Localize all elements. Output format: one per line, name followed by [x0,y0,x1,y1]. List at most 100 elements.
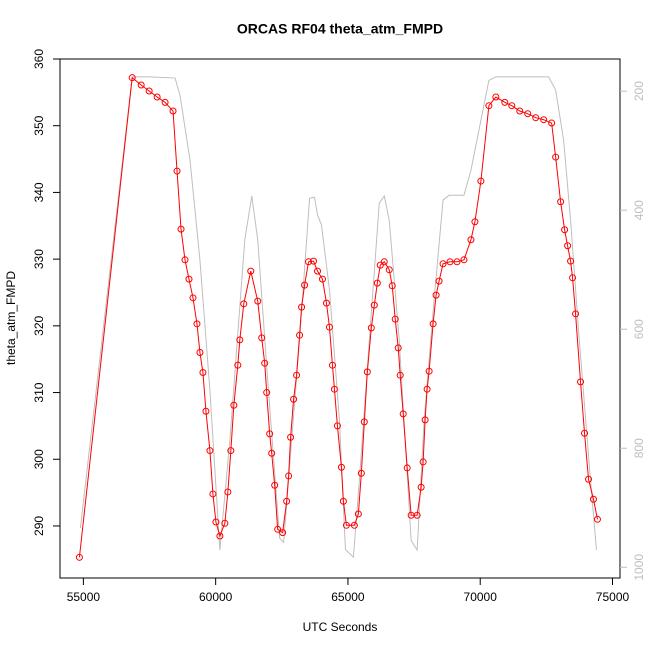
y-tick-label: 330 [32,249,46,269]
data-point [301,281,309,289]
data-point [373,279,381,287]
data-point [287,433,295,441]
data-point [417,483,425,491]
data-point [283,497,291,505]
series-line [79,76,597,559]
data-point [467,236,475,244]
data-point [385,266,393,274]
data-point [413,511,421,519]
data-point [567,257,575,265]
chart-title: ORCAS RF04 theta_atm_FMPD [237,21,443,37]
data-point [471,218,479,226]
data-point [585,475,593,483]
data-point [589,495,597,503]
data-point [399,410,407,418]
data-point [337,463,345,471]
data-point [477,177,485,185]
data-point [212,518,220,526]
data-point [516,107,524,115]
data-point [561,226,569,234]
data-point [446,258,454,266]
data-point [230,401,238,409]
data-point [189,294,197,302]
data-point [258,334,266,342]
data-point [360,418,368,426]
data-point [577,378,585,386]
data-point [271,481,279,489]
data-point [557,198,565,206]
y2-tick-label: 400 [632,200,646,220]
data-point [261,359,269,367]
data-point [492,93,500,101]
data-point [425,367,433,375]
y2-tick-label: 1000 [632,554,646,581]
data-point [254,297,262,305]
data-point [370,301,378,309]
data-point [330,385,338,393]
data-point [216,532,224,540]
data-point [202,407,210,415]
y2-tick-label: 600 [632,319,646,339]
data-point [161,98,169,106]
data-point [357,469,365,477]
y-tick-label: 290 [32,516,46,536]
data-point [572,310,580,318]
data-point [439,260,447,268]
data-point [224,488,232,496]
data-point [532,114,540,122]
data-point [209,490,217,498]
y2-tick-label: 200 [632,81,646,101]
data-point [318,275,326,283]
data-point [247,267,255,275]
data-point [548,119,556,127]
y-tick-label: 310 [32,382,46,402]
x-tick-label: 65000 [331,590,365,604]
x-tick-label: 60000 [199,590,233,604]
data-point [128,74,136,82]
data-point [199,369,207,377]
data-point [153,93,161,101]
data-point [236,336,244,344]
data-point [421,416,429,424]
data-point [342,521,350,529]
data-point [367,324,375,332]
y-axis-label: theta_atm_FMPD [4,271,18,365]
data-point [290,395,298,403]
data-point [396,371,404,379]
data-point [206,447,214,455]
data-point [388,282,396,290]
data-point [240,300,248,308]
data-point [274,525,282,533]
data-point [328,361,336,369]
data-point [564,242,572,250]
data-point [196,349,204,357]
data-point [363,368,371,376]
data-point [293,371,301,379]
data-point [453,258,461,266]
data-point [137,81,145,89]
x-tick-label: 75000 [596,590,630,604]
data-point [227,447,235,455]
data-point [305,258,313,266]
data-point [419,458,427,466]
data-point [501,98,509,106]
series-line [78,76,598,558]
y-tick-label: 360 [32,49,46,69]
data-point [540,116,548,124]
data-point [193,320,201,328]
data-point [593,515,601,523]
data-point [75,553,83,561]
data-point [221,519,229,527]
data-point [181,256,189,264]
data-point [285,472,293,480]
data-point [310,257,318,265]
data-point [268,449,276,457]
y-tick-label: 320 [32,316,46,336]
data-point [298,303,306,311]
data-point [279,529,287,537]
x-axis-label: UTC Seconds [303,620,378,634]
data-point [524,110,532,118]
data-point [432,291,440,299]
y-tick-label: 300 [32,449,46,469]
data-point [333,422,341,430]
